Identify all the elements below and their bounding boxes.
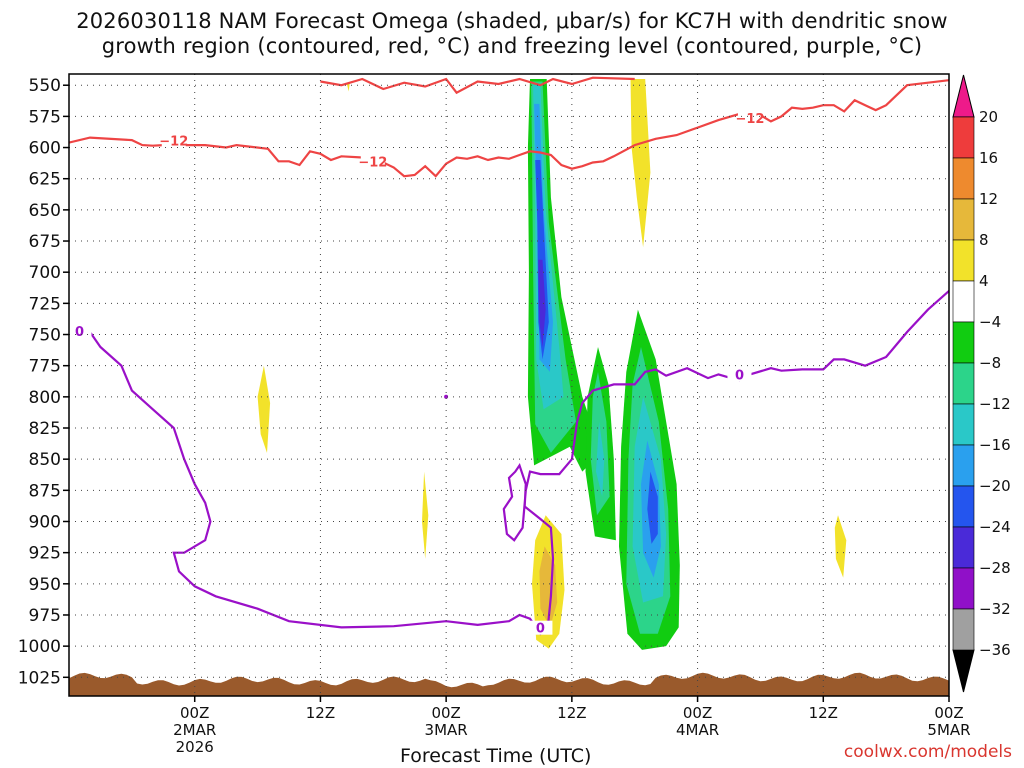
- contour-label-backdrop: [161, 133, 186, 148]
- y-tick-label: 950: [29, 575, 61, 595]
- x-tick-label: 12Z: [557, 704, 586, 722]
- x-tick-date-label: 2MAR: [173, 721, 216, 739]
- x-tick-label: 00Z: [934, 704, 963, 722]
- y-tick-label: 1000: [18, 637, 61, 657]
- terrain-surface: [69, 672, 949, 696]
- colorbar-label: −28: [979, 559, 1011, 577]
- colorbar-segment: [952, 116, 975, 159]
- contour-label-backdrop: [360, 154, 385, 169]
- omega-plume-three-level-minus20: [647, 471, 658, 544]
- x-tick-date-label: 3MAR: [425, 721, 468, 739]
- y-tick-label: 675: [29, 232, 61, 252]
- contour-label-backdrop: [69, 324, 92, 339]
- y-tick-label: 650: [29, 201, 61, 221]
- colorbar-segment: [952, 608, 975, 651]
- y-tick-label: 825: [29, 419, 61, 439]
- y-tick-label: 975: [29, 606, 61, 626]
- y-tick-label: 550: [29, 76, 61, 96]
- colorbar-segment: [952, 198, 975, 241]
- colorbar-label: 20: [979, 108, 998, 126]
- dendritic-contour-upper: [320, 76, 635, 95]
- colorbar-segment: [952, 567, 975, 610]
- plot-frame: [68, 73, 950, 697]
- freezing-contour-label: 0: [536, 622, 545, 637]
- y-tick-label: 1025: [18, 668, 61, 688]
- x-tick-label: 00Z: [683, 704, 712, 722]
- freezing-contour-label: 0: [735, 369, 744, 384]
- dendritic-contour-label: −12: [358, 156, 387, 171]
- colorbar-segment: [952, 403, 975, 446]
- x-tick-label: 12Z: [306, 704, 335, 722]
- temperature-contours: −12 −12 −12 0 0 0: [69, 76, 949, 637]
- omega-plume-two-level-minus12: [596, 421, 605, 497]
- colorbar-label: 4: [979, 272, 989, 290]
- colorbar-label: −32: [979, 600, 1011, 618]
- colorbar-segment: [952, 444, 975, 487]
- contour-label-backdrop: [528, 620, 553, 635]
- freezing-level-speck: [444, 394, 449, 399]
- x-tick-date-label: 4MAR: [676, 721, 719, 739]
- colorbar-label: 12: [979, 190, 998, 208]
- terrain-fill: [69, 672, 949, 696]
- axes: 550 575 600 625 650 675 700 725 750 775 800 825 850 8…: [18, 73, 971, 756]
- contour-label-backdrop: [727, 367, 752, 382]
- colorbar-label: −8: [979, 354, 1001, 372]
- omega-plume-main-level-minus24: [538, 259, 546, 347]
- y-tick-label: 625: [29, 170, 61, 190]
- colorbar-segment: [952, 239, 975, 282]
- colorbar-segment: [952, 362, 975, 405]
- x-tick-label: 12Z: [809, 704, 838, 722]
- y-tick-label: 775: [29, 357, 61, 377]
- colorbar-segment: [952, 321, 975, 364]
- y-tick-label: 800: [29, 388, 61, 408]
- chart-title-line-2: growth region (contoured, red, °C) and f…: [101, 34, 923, 58]
- x-tick-label: 00Z: [431, 704, 460, 722]
- colorbar-segment: [952, 485, 975, 528]
- freezing-level-contour: [69, 289, 949, 636]
- colorbar-segment: [952, 526, 975, 569]
- x-tick-label: 00Z: [180, 704, 209, 722]
- y-tick-label: 850: [29, 450, 61, 470]
- colorbar-top-triangle: [952, 74, 975, 118]
- colorbar-label: −16: [979, 436, 1011, 454]
- contour-label-backdrop: [737, 110, 762, 125]
- y-tick-label: 575: [29, 107, 61, 127]
- omega-sink-right-level-4: [834, 515, 847, 578]
- omega-shading: [257, 79, 847, 650]
- colorbar-label: −4: [979, 313, 1001, 331]
- y-tick-label: 750: [29, 326, 61, 346]
- colorbar-label: 8: [979, 231, 989, 249]
- colorbar-label: −36: [979, 641, 1011, 659]
- x-axis-title: Forecast Time (UTC): [400, 745, 592, 767]
- y-tick-label: 600: [29, 139, 61, 159]
- colorbar: 20 16 12 8 4 −4 −8 −12 −16 −20 −24 −28 −32 −36: [952, 74, 1011, 693]
- omega-sink-mid-level-4: [422, 471, 429, 559]
- credit-text: coolwx.com/models: [843, 742, 1012, 762]
- colorbar-label: −12: [979, 395, 1011, 413]
- y-tick-label: 900: [29, 512, 61, 532]
- y-tick-label: 925: [29, 544, 61, 564]
- colorbar-label: −24: [979, 518, 1011, 536]
- colorbar-segment: [952, 157, 975, 200]
- dendritic-contour-label: −12: [159, 134, 188, 149]
- y-tick-label: 875: [29, 481, 61, 501]
- dendritic-contour-label: −12: [735, 112, 764, 127]
- grid-lines: [69, 74, 950, 696]
- freezing-contour-label: 0: [75, 325, 84, 340]
- x-tick-date-label: 5MAR: [927, 721, 970, 739]
- colorbar-segment: [952, 280, 975, 323]
- omega-sink-upper-level-4: [630, 79, 651, 248]
- omega-sink-speck-level-4: [346, 82, 350, 92]
- y-tick-label: 725: [29, 294, 61, 314]
- colorbar-label: −20: [979, 477, 1011, 495]
- chart-title-line-1: 2026030118 NAM Forecast Omega (shaded, μ…: [76, 9, 948, 33]
- y-tick-label: 700: [29, 263, 61, 283]
- dendritic-contour-main: [69, 79, 949, 178]
- colorbar-bottom-triangle: [952, 649, 975, 693]
- colorbar-label: 16: [979, 149, 998, 167]
- x-tick-year-label: 2026: [176, 738, 214, 756]
- omega-sink-left-level-4: [257, 365, 271, 453]
